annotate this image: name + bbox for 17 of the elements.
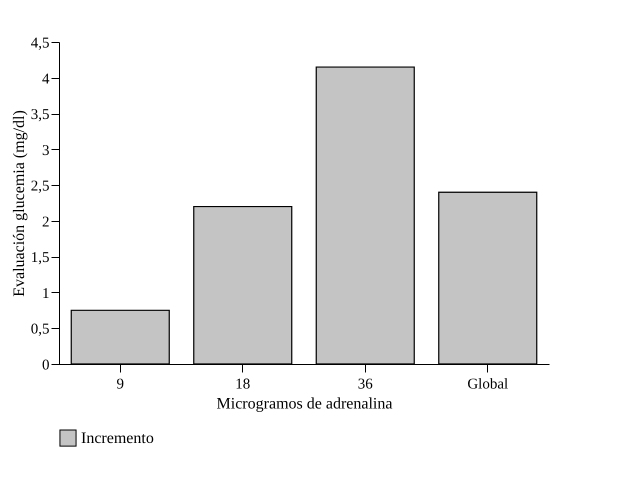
y-tick-label: 0,5 — [30, 322, 50, 338]
y-tick-label: 4,5 — [30, 36, 50, 52]
legend-label: Incremento — [81, 430, 154, 447]
x-tick-label: Global — [467, 376, 508, 392]
x-axis-title: Microgramos de adrenalina — [216, 396, 392, 412]
y-tick-label: 3,5 — [30, 107, 50, 124]
y-axis-title: Evaluación glucemia (mg/dl) — [10, 110, 28, 297]
x-tick-label: 9 — [116, 376, 124, 392]
y-tick-label: 0 — [42, 358, 50, 374]
y-tick-label: 4 — [42, 71, 50, 88]
y-tick-label: 1 — [42, 286, 50, 302]
y-tick-label: 1,5 — [30, 250, 50, 266]
y-tick-label: 3 — [42, 142, 50, 159]
y-tick-label: 2 — [42, 214, 50, 230]
y-tick-label: 2,5 — [30, 178, 50, 195]
x-tick-label: 18 — [235, 376, 250, 392]
x-tick-label: 36 — [358, 376, 374, 392]
